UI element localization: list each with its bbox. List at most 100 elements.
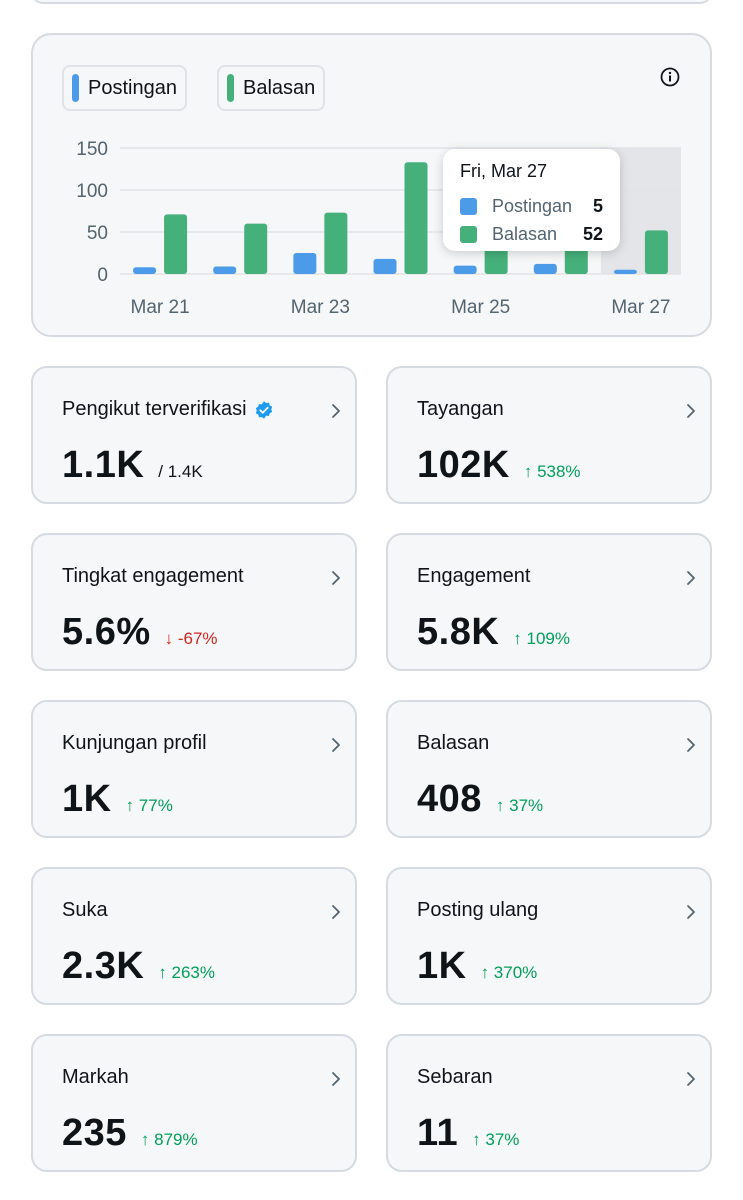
bar-balasan (404, 162, 428, 274)
stat-label-row: Sebaran (417, 1066, 493, 1089)
stat-card[interactable]: Suka 2.3K ↑ 263% (31, 867, 357, 1005)
stat-label-row: Balasan (417, 732, 489, 755)
stat-card[interactable]: Posting ulang 1K ↑ 370% (386, 867, 712, 1005)
stat-label: Posting ulang (417, 899, 539, 921)
chevron-right-icon (332, 738, 340, 752)
stat-value: 408 (417, 778, 482, 820)
bar-postingan (133, 267, 157, 274)
stat-card[interactable]: Tayangan 102K ↑ 538% (386, 366, 712, 504)
stat-label: Suka (62, 899, 108, 921)
bar-postingan (293, 253, 317, 274)
stat-value-row: 102K ↑ 538% (417, 444, 581, 487)
stat-value-row: 11 ↑ 37% (417, 1112, 519, 1155)
stat-label: Tayangan (417, 398, 504, 420)
stat-total: / 1.4K (158, 462, 203, 481)
bar-postingan (453, 265, 477, 274)
tooltip-swatch-balasan (460, 225, 477, 243)
x-tick-label: Mar 23 (291, 297, 350, 318)
tooltip-title: Fri, Mar 27 (460, 161, 548, 181)
stat-card[interactable]: Tingkat engagement 5.6% ↓ -67% (31, 533, 357, 671)
y-tick-label: 100 (76, 181, 108, 202)
stat-change: ↑ 77% (125, 796, 173, 815)
stat-value-row: 5.6% ↓ -67% (62, 611, 218, 654)
bar-postingan (613, 269, 637, 274)
y-tick-label: 0 (97, 265, 108, 286)
bar-postingan (213, 266, 237, 274)
stat-label: Sebaran (417, 1066, 493, 1088)
stat-value-row: 1K ↑ 370% (417, 945, 537, 988)
info-icon[interactable] (659, 66, 681, 88)
stat-card[interactable]: Markah 235 ↑ 879% (31, 1034, 357, 1172)
stat-value: 2.3K (62, 945, 145, 987)
tooltip-label-postingan: Postingan (492, 195, 573, 216)
chevron-right-icon (332, 1072, 340, 1086)
tooltip-swatch-postingan (460, 197, 477, 215)
stat-card[interactable]: Engagement 5.8K ↑ 109% (386, 533, 712, 671)
stat-value-row: 408 ↑ 37% (417, 778, 543, 821)
stat-change: ↑ 263% (158, 963, 215, 982)
stat-label-row: Posting ulang (417, 899, 538, 922)
legend-label-balasan: Balasan (243, 76, 316, 99)
stat-change: ↓ -67% (164, 629, 218, 648)
tooltip-value-balasan: 52 (582, 223, 603, 244)
stat-label-row: Pengikut terverifikasi (62, 398, 274, 421)
bar-balasan (644, 230, 668, 274)
stat-change: ↑ 538% (523, 462, 581, 481)
chevron-right-icon (332, 571, 340, 585)
stat-label-row: Engagement (417, 565, 530, 588)
stat-change: ↑ 370% (480, 963, 538, 982)
stat-label: Markah (62, 1066, 129, 1088)
chevron-right-icon (687, 905, 695, 919)
stat-value-row: 1K ↑ 77% (62, 778, 173, 821)
chevron-right-icon (687, 738, 695, 752)
stat-card[interactable]: Pengikut terverifikasi 1.1K / 1.4K (31, 366, 357, 504)
stat-value-row: 235 ↑ 879% (62, 1112, 198, 1155)
bar-postingan (373, 258, 397, 274)
stat-value-row: 5.8K ↑ 109% (417, 611, 570, 654)
tooltip-label-balasan: Balasan (492, 223, 558, 244)
stat-label-row: Markah (62, 1066, 129, 1089)
stat-card[interactable]: Sebaran 11 ↑ 37% (386, 1034, 712, 1172)
activity-chart-card: Postingan Balasan 0 50 100 150 Mar 21 Mar 23 M… (31, 33, 712, 337)
stat-change: ↑ 879% (140, 1130, 198, 1149)
tooltip-value-postingan: 5 (592, 195, 603, 216)
tooltip-row-postingan: Postingan 5 (460, 192, 603, 220)
stat-value: 1K (62, 778, 112, 820)
stat-value: 1.1K (62, 444, 145, 486)
stat-card[interactable]: Kunjungan profil 1K ↑ 77% (31, 700, 357, 838)
stat-change: ↑ 37% (472, 1130, 520, 1149)
bar-balasan (324, 212, 348, 274)
chevron-right-icon (332, 404, 340, 418)
chevron-right-icon (687, 571, 695, 585)
chevron-right-icon (687, 1072, 695, 1086)
tooltip-row-balasan: Balasan 52 (460, 220, 603, 248)
x-tick-label: Mar 27 (611, 297, 670, 318)
stat-label: Engagement (417, 565, 531, 587)
stat-label: Balasan (417, 732, 490, 754)
legend-swatch-postingan (72, 74, 79, 102)
previous-card-edge (31, 0, 712, 4)
y-tick-label: 50 (87, 223, 108, 244)
stat-value: 11 (417, 1112, 459, 1154)
legend-swatch-balasan (227, 74, 234, 102)
y-tick-label: 150 (76, 139, 108, 160)
stat-value: 235 (62, 1112, 127, 1154)
stat-label-row: Suka (62, 899, 108, 922)
bar-balasan (244, 223, 268, 274)
stat-change: ↑ 109% (513, 629, 570, 648)
x-tick-label: Mar 21 (131, 297, 190, 318)
stat-value: 1K (417, 945, 467, 987)
bar-postingan (533, 263, 557, 274)
stat-label: Kunjungan profil (62, 732, 207, 754)
legend-postingan[interactable]: Postingan (62, 65, 187, 111)
stat-label: Tingkat engagement (62, 565, 244, 587)
stat-label-row: Tingkat engagement (62, 565, 244, 588)
stat-value: 5.6% (62, 611, 151, 653)
stat-card[interactable]: Balasan 408 ↑ 37% (386, 700, 712, 838)
stat-label-row: Tayangan (417, 398, 504, 421)
chevron-right-icon (687, 404, 695, 418)
chart-tooltip: Fri, Mar 27 Postingan 5 Balasan 52 (443, 149, 620, 251)
x-tick-label: Mar 25 (451, 297, 510, 318)
stat-value: 5.8K (417, 611, 500, 653)
legend-balasan[interactable]: Balasan (217, 65, 326, 111)
